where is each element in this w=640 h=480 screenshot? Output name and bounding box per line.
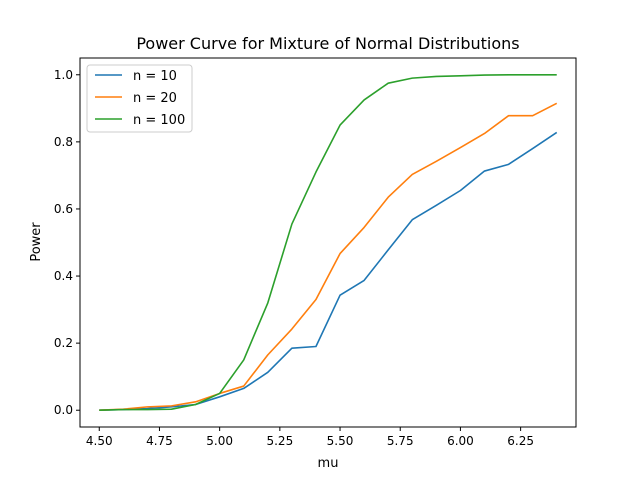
x-tick-label: 4.50 xyxy=(86,434,113,448)
y-tick-label: 0.2 xyxy=(54,336,73,350)
legend-box xyxy=(86,64,193,133)
chart-title: Power Curve for Mixture of Normal Distri… xyxy=(136,34,519,53)
legend: n = 10 n = 20 n = 100 xyxy=(86,64,193,133)
y-axis-label: Power xyxy=(29,222,44,262)
y-tick-label: 0.4 xyxy=(54,269,73,283)
x-tick-label: 5.25 xyxy=(266,434,293,448)
x-tick-label: 5.50 xyxy=(327,434,354,448)
y-tick-label: 0.8 xyxy=(54,135,73,149)
y-tick-label: 0.0 xyxy=(54,403,73,417)
y-axis-ticks: 0.0 0.2 0.4 0.6 0.8 1.0 xyxy=(54,68,80,417)
x-axis-ticks: 4.50 4.75 5.00 5.25 5.50 5.75 6.00 6.25 xyxy=(86,427,534,448)
legend-label-2: n = 20 xyxy=(133,91,177,106)
x-tick-label: 4.75 xyxy=(146,434,173,448)
x-tick-label: 5.75 xyxy=(387,434,414,448)
y-tick-label: 0.6 xyxy=(54,202,73,216)
series-line-3 xyxy=(99,73,557,412)
x-tick-label: 5.00 xyxy=(206,434,233,448)
series-lines xyxy=(99,73,558,412)
plot-area-frame xyxy=(79,57,577,428)
x-axis-label: mu xyxy=(318,456,339,471)
x-tick-label: 6.25 xyxy=(507,434,534,448)
legend-label-3: n = 100 xyxy=(133,113,185,128)
legend-label-1: n = 10 xyxy=(133,69,177,84)
y-tick-label: 1.0 xyxy=(54,68,73,82)
series-line-2 xyxy=(99,102,558,412)
series-line-1 xyxy=(99,131,558,412)
x-tick-label: 6.00 xyxy=(447,434,474,448)
